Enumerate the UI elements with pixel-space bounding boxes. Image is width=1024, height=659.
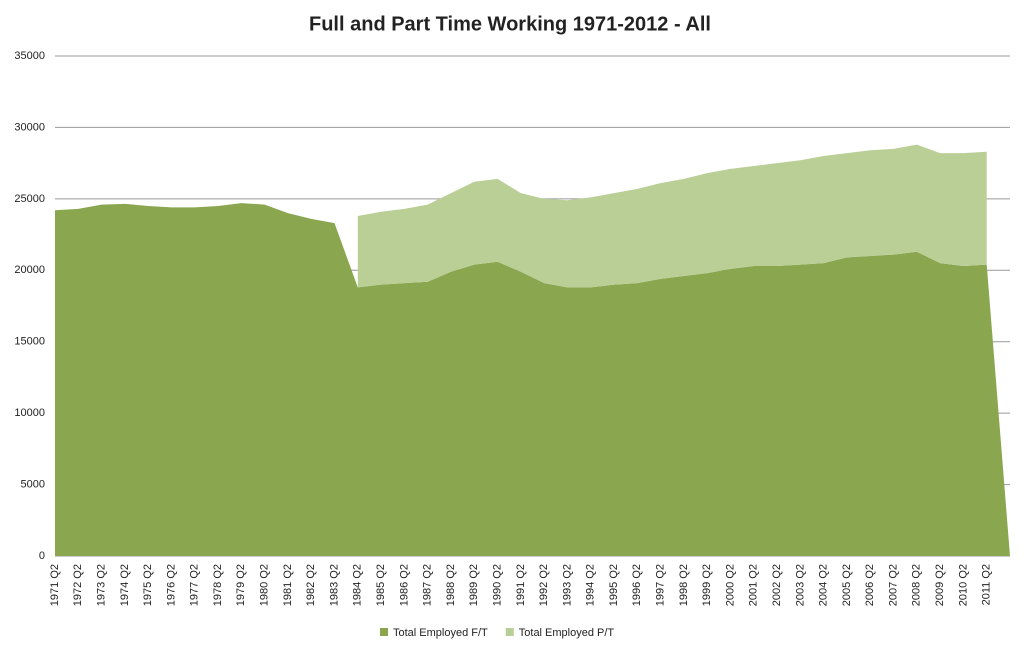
legend-swatch (505, 628, 514, 636)
x-tick-label: 1972 Q2 (72, 564, 84, 606)
x-tick-label: 1989 Q2 (468, 564, 480, 606)
x-tick-label: 2008 Q2 (911, 564, 923, 606)
x-tick-label: 1995 Q2 (608, 564, 620, 606)
x-tick-label: 1978 Q2 (212, 564, 224, 606)
x-tick-label: 2010 Q2 (957, 564, 969, 606)
x-tick-label: 1996 Q2 (631, 564, 643, 606)
y-tick-label: 30000 (14, 121, 45, 133)
x-tick-label: 1993 Q2 (561, 564, 573, 606)
legend-swatch (380, 628, 388, 636)
x-tick-label: 2000 Q2 (724, 564, 736, 606)
x-tick-label: 1988 Q2 (445, 564, 457, 606)
x-tick-label: 2006 Q2 (864, 564, 876, 606)
x-tick-label: 1986 Q2 (398, 564, 410, 606)
y-tick-label: 10000 (14, 407, 45, 419)
area (357, 144, 987, 288)
x-tick-label: 1987 Q2 (422, 564, 434, 606)
x-tick-label: 2004 Q2 (818, 564, 830, 606)
x-tick-label: 2009 Q2 (934, 564, 946, 606)
x-tick-label: 1984 Q2 (352, 564, 364, 606)
chart-title: Full and Part Time Working 1971-2012 - A… (309, 13, 711, 35)
x-tick-label: 1999 Q2 (701, 564, 713, 606)
x-tick-label: 1991 Q2 (515, 564, 527, 606)
x-tick-label: 1971 Q2 (49, 564, 61, 606)
y-tick-label: 15000 (14, 336, 45, 348)
x-tick-label: 1985 Q2 (375, 564, 387, 606)
x-tick-label: 1992 Q2 (538, 564, 550, 606)
x-tick-label: 1979 Q2 (235, 564, 247, 606)
x-tick-label: 2007 Q2 (887, 564, 899, 606)
x-tick-label: 1975 Q2 (142, 564, 154, 606)
y-tick-label: 20000 (14, 264, 45, 276)
x-tick-label: 1977 Q2 (189, 564, 201, 606)
legend-label: Total Employed F/T (393, 627, 488, 639)
x-tick-label: 2005 Q2 (841, 564, 853, 606)
x-tick-label: 1981 Q2 (282, 564, 294, 606)
y-tick-label: 25000 (14, 193, 45, 205)
legend-label: Total Employed P/T (519, 627, 615, 639)
x-tick-label: 1997 Q2 (655, 564, 667, 606)
y-tick-label: 35000 (14, 50, 45, 62)
x-tick-label: 2011 Q2 (981, 564, 993, 605)
y-tick-label: 0 (39, 550, 45, 562)
x-tick-label: 2003 Q2 (794, 564, 806, 606)
x-tick-label: 1976 Q2 (165, 564, 177, 606)
x-tick-label: 1983 Q2 (328, 564, 340, 606)
area (55, 203, 1010, 556)
x-tick-label: 1998 Q2 (678, 564, 690, 606)
x-tick-label: 1974 Q2 (119, 564, 131, 606)
x-tick-label: 1990 Q2 (491, 564, 503, 606)
y-tick-label: 5000 (21, 478, 45, 490)
x-tick-label: 1994 Q2 (585, 564, 597, 606)
x-tick-label: 1980 Q2 (259, 564, 271, 606)
x-tick-label: 1973 Q2 (95, 564, 107, 606)
x-tick-label: 2002 Q2 (771, 564, 783, 606)
x-tick-label: 1982 Q2 (305, 564, 317, 606)
x-tick-label: 2001 Q2 (748, 564, 760, 606)
